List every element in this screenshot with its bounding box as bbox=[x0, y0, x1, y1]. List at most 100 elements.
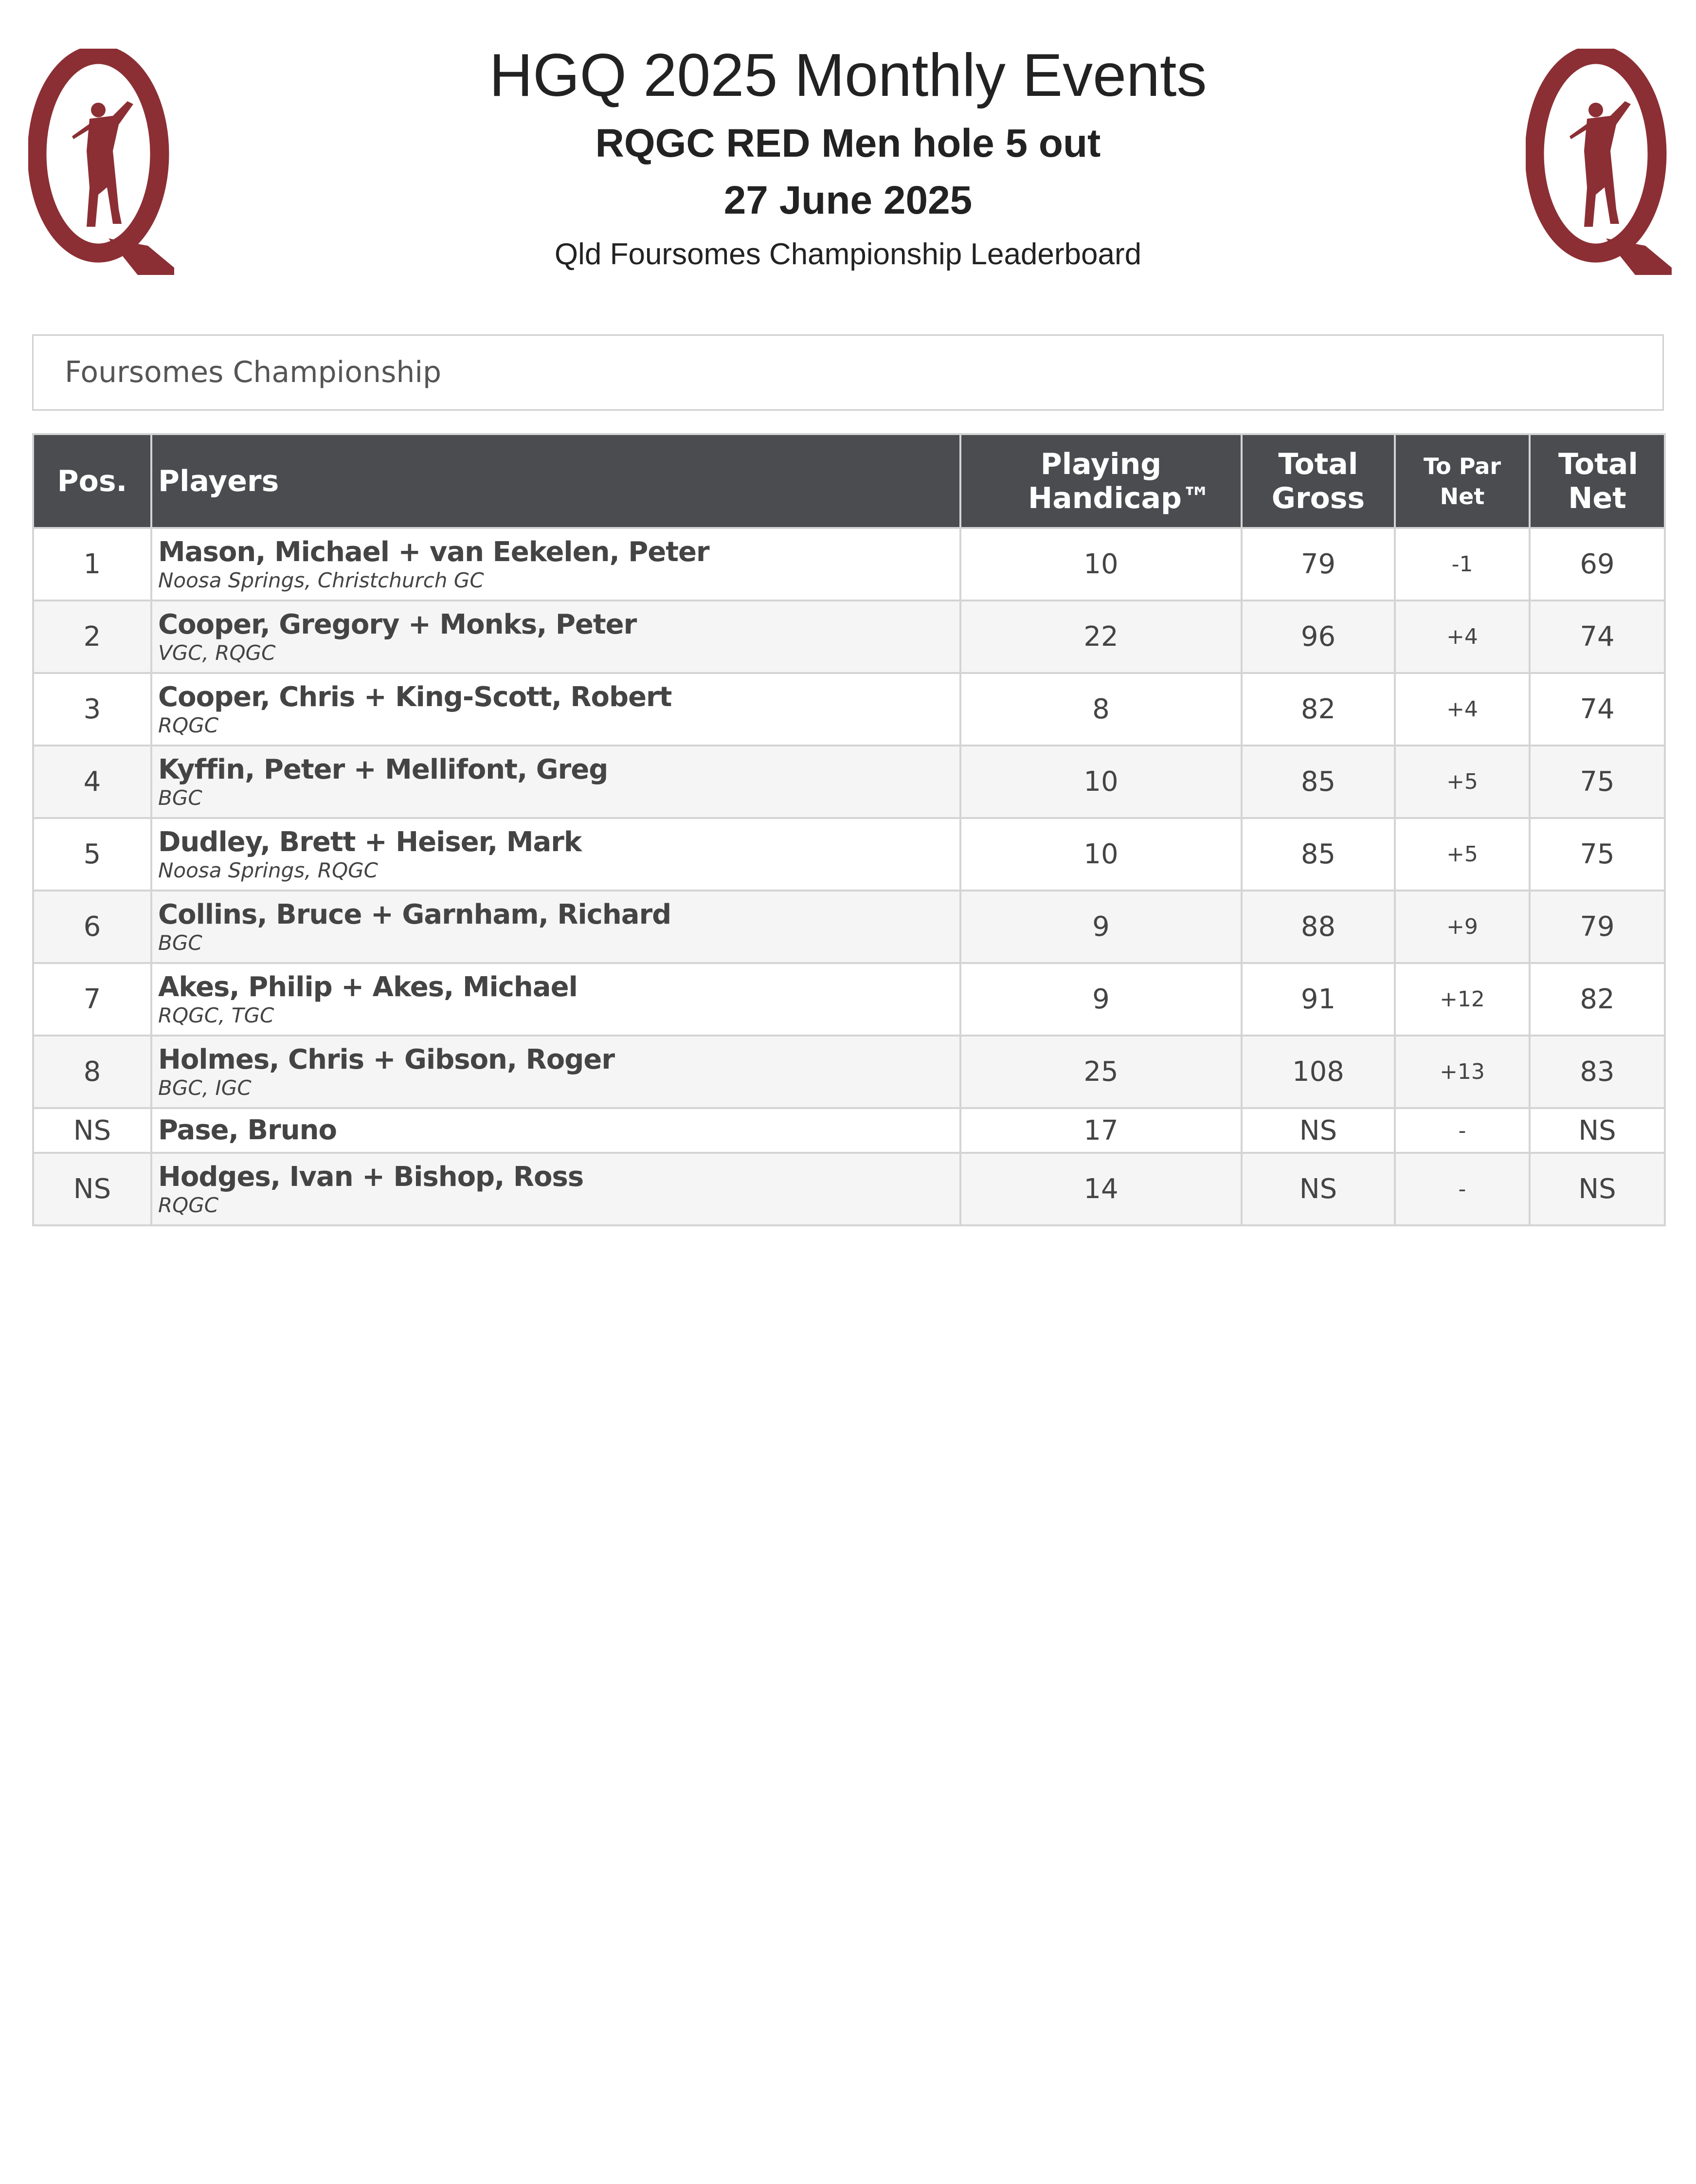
cell-handicap: 8 bbox=[959, 672, 1243, 746]
col-total-gross: Total Gross bbox=[1241, 433, 1396, 529]
cell-pos: 8 bbox=[32, 1035, 152, 1109]
col-playing-handicap: Playing Handicap™ bbox=[959, 433, 1243, 529]
cell-pos: NS bbox=[32, 1152, 152, 1226]
cell-to-par: +4 bbox=[1394, 672, 1531, 746]
cell-net: 75 bbox=[1529, 817, 1666, 892]
player-clubs: BGC bbox=[158, 930, 202, 955]
cell-to-par: +9 bbox=[1394, 890, 1531, 964]
table-row: 4 Kyffin, Peter + Mellifont, Greg BGC 10 85 +… bbox=[32, 745, 1666, 819]
table-row: 5 Dudley, Brett + Heiser, Mark Noosa Sprin… bbox=[32, 817, 1666, 892]
cell-gross: NS bbox=[1241, 1107, 1396, 1154]
cell-handicap: 14 bbox=[959, 1152, 1243, 1226]
event-date: 27 June 2025 bbox=[723, 178, 973, 222]
cell-to-par: -1 bbox=[1394, 527, 1531, 601]
cell-players: Mason, Michael + van Eekelen, Peter Noosa… bbox=[150, 527, 961, 601]
cell-players: Akes, Philip + Akes, Michael RQGC, TGC bbox=[150, 962, 961, 1037]
col-pos: Pos. bbox=[32, 433, 152, 529]
player-names: Pase, Bruno bbox=[158, 1114, 337, 1146]
cell-handicap: 22 bbox=[959, 600, 1243, 674]
cell-gross: 82 bbox=[1241, 672, 1396, 746]
cell-to-par: +5 bbox=[1394, 745, 1531, 819]
table-row: 6 Collins, Bruce + Garnham, Richard BGC 9 88… bbox=[32, 890, 1666, 964]
cell-to-par: +12 bbox=[1394, 962, 1531, 1037]
cell-gross: 88 bbox=[1241, 890, 1396, 964]
page-title: HGQ 2025 Monthly Events bbox=[489, 42, 1207, 109]
cell-net: NS bbox=[1529, 1107, 1666, 1154]
table-header-row: Pos. Players Playing Handicap™ Total Gro… bbox=[32, 433, 1666, 529]
col-total-net-label: Total Net bbox=[1558, 447, 1638, 515]
event-subtitle: RQGC RED Men hole 5 out bbox=[595, 121, 1101, 165]
section-title: Foursomes Championship bbox=[65, 355, 442, 389]
cell-pos: 4 bbox=[32, 745, 152, 819]
player-clubs: Noosa Springs, RQGC bbox=[158, 858, 379, 882]
section-header: Foursomes Championship bbox=[32, 334, 1664, 411]
cell-gross: 79 bbox=[1241, 527, 1396, 601]
player-clubs: BGC bbox=[158, 785, 202, 810]
table-row: 8 Holmes, Chris + Gibson, Roger BGC, IGC 25… bbox=[32, 1035, 1666, 1109]
cell-to-par: - bbox=[1394, 1152, 1531, 1226]
cell-gross: 91 bbox=[1241, 962, 1396, 1037]
table-row: NS Hodges, Ivan + Bishop, Ross RQGC 14 NS - NS bbox=[32, 1152, 1666, 1226]
table-row: 1 Mason, Michael + van Eekelen, Peter Noos… bbox=[32, 527, 1666, 601]
cell-to-par: - bbox=[1394, 1107, 1531, 1154]
col-total-net: Total Net bbox=[1529, 433, 1666, 529]
cell-net: 75 bbox=[1529, 745, 1666, 819]
cell-handicap: 25 bbox=[959, 1035, 1243, 1109]
leaderboard-table: Pos. Players Playing Handicap™ Total Gro… bbox=[32, 433, 1666, 1226]
player-clubs: RQGC bbox=[158, 713, 219, 737]
cell-gross: NS bbox=[1241, 1152, 1396, 1226]
cell-players: Collins, Bruce + Garnham, Richard BGC bbox=[150, 890, 961, 964]
cell-players: Dudley, Brett + Heiser, Mark Noosa Spring… bbox=[150, 817, 961, 892]
cell-handicap: 17 bbox=[959, 1107, 1243, 1154]
cell-to-par: +4 bbox=[1394, 600, 1531, 674]
cell-net: 82 bbox=[1529, 962, 1666, 1037]
player-names: Collins, Bruce + Garnham, Richard bbox=[158, 898, 671, 930]
cell-net: 79 bbox=[1529, 890, 1666, 964]
cell-handicap: 10 bbox=[959, 745, 1243, 819]
col-playing-handicap-label: Playing Handicap™ bbox=[1028, 447, 1211, 515]
player-clubs: VGC, RQGC bbox=[158, 640, 276, 665]
cell-gross: 85 bbox=[1241, 817, 1396, 892]
col-total-gross-label: Total Gross bbox=[1271, 447, 1365, 515]
golf-q-logo-right bbox=[1526, 49, 1672, 275]
player-names: Cooper, Chris + King-Scott, Robert bbox=[158, 681, 672, 713]
table-row: NS Pase, Bruno 17 NS - NS bbox=[32, 1107, 1666, 1154]
player-names: Kyffin, Peter + Mellifont, Greg bbox=[158, 753, 608, 785]
cell-net: 83 bbox=[1529, 1035, 1666, 1109]
table-row: 3 Cooper, Chris + King-Scott, Robert RQGC 8… bbox=[32, 672, 1666, 746]
cell-gross: 96 bbox=[1241, 600, 1396, 674]
cell-pos: 5 bbox=[32, 817, 152, 892]
cell-players: Pase, Bruno bbox=[150, 1107, 961, 1154]
col-to-par-net-label: To Par Net bbox=[1423, 453, 1501, 510]
golf-q-logo-left bbox=[28, 49, 174, 275]
table-row: 7 Akes, Philip + Akes, Michael RQGC, TGC 9 9… bbox=[32, 962, 1666, 1037]
cell-players: Holmes, Chris + Gibson, Roger BGC, IGC bbox=[150, 1035, 961, 1109]
player-names: Holmes, Chris + Gibson, Roger bbox=[158, 1043, 615, 1075]
cell-handicap: 9 bbox=[959, 962, 1243, 1037]
col-players: Players bbox=[150, 433, 961, 529]
cell-pos: 6 bbox=[32, 890, 152, 964]
player-clubs: RQGC, TGC bbox=[158, 1003, 274, 1027]
cell-net: 74 bbox=[1529, 600, 1666, 674]
cell-gross: 108 bbox=[1241, 1035, 1396, 1109]
cell-pos: 1 bbox=[32, 527, 152, 601]
cell-pos: 7 bbox=[32, 962, 152, 1037]
player-names: Hodges, Ivan + Bishop, Ross bbox=[158, 1161, 584, 1193]
leaderboard-description: Qld Foursomes Championship Leaderboard bbox=[554, 237, 1142, 271]
player-names: Dudley, Brett + Heiser, Mark bbox=[158, 826, 582, 858]
cell-net: 69 bbox=[1529, 527, 1666, 601]
player-names: Mason, Michael + van Eekelen, Peter bbox=[158, 536, 710, 568]
player-names: Akes, Philip + Akes, Michael bbox=[158, 971, 578, 1003]
player-clubs: Noosa Springs, Christchurch GC bbox=[158, 568, 484, 592]
cell-players: Cooper, Gregory + Monks, Peter VGC, RQGC bbox=[150, 600, 961, 674]
cell-players: Cooper, Chris + King-Scott, Robert RQGC bbox=[150, 672, 961, 746]
player-names: Cooper, Gregory + Monks, Peter bbox=[158, 608, 637, 640]
cell-to-par: +13 bbox=[1394, 1035, 1531, 1109]
cell-handicap: 9 bbox=[959, 890, 1243, 964]
col-to-par-net: To Par Net bbox=[1394, 433, 1531, 529]
cell-net: NS bbox=[1529, 1152, 1666, 1226]
cell-to-par: +5 bbox=[1394, 817, 1531, 892]
cell-pos: 2 bbox=[32, 600, 152, 674]
player-clubs: RQGC bbox=[158, 1193, 219, 1217]
cell-net: 74 bbox=[1529, 672, 1666, 746]
